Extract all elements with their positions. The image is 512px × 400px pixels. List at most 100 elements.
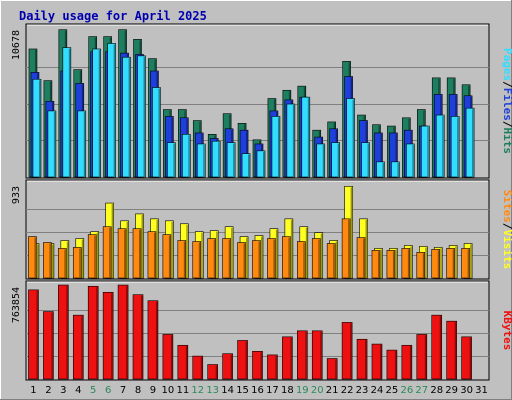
bar-sites-17 <box>267 238 276 279</box>
bar-sites-9 <box>147 231 157 279</box>
panel-kbytes: 763854 KBytes <box>11 280 512 381</box>
x-tick-label: 5 <box>90 385 96 396</box>
x-tick-label: 31 <box>475 385 488 396</box>
bar-pages-17 <box>271 116 281 178</box>
legend-entry: / <box>501 121 512 128</box>
bar-kbytes-11 <box>177 344 189 380</box>
bar-pages-29 <box>450 116 460 178</box>
bar-pages-28 <box>435 114 445 178</box>
bar-kbytes-14 <box>222 353 233 380</box>
x-tick-label: 25 <box>386 385 399 396</box>
y-max-label: 933 <box>11 186 22 204</box>
bar-kbytes-4 <box>72 314 84 380</box>
bar-pages-9 <box>152 87 161 178</box>
bar-sites-7 <box>117 228 127 279</box>
x-tick-label: 2 <box>45 385 51 396</box>
bar-sites-8 <box>132 228 142 279</box>
bar-sites-29 <box>446 248 455 279</box>
bar-pages-11 <box>182 134 191 178</box>
bar-sites-25 <box>386 250 396 279</box>
bar-kbytes-8 <box>132 294 144 380</box>
bar-pages-4 <box>77 110 87 178</box>
x-tick-label: 27 <box>415 385 428 396</box>
bar-kbytes-10 <box>162 334 174 380</box>
x-tick-label: 4 <box>75 385 81 396</box>
bar-pages-8 <box>137 55 146 178</box>
bar-pages-23 <box>361 142 370 178</box>
bar-kbytes-19 <box>297 330 308 380</box>
bar-kbytes-2 <box>43 311 54 380</box>
bar-kbytes-12 <box>192 355 204 380</box>
y-max-label: 763854 <box>11 287 22 323</box>
bar-kbytes-13 <box>207 364 218 380</box>
panels: 10678Pages/Files/Hits933Sites/Visits7638… <box>11 23 512 381</box>
bar-kbytes-23 <box>356 338 368 380</box>
bar-sites-4 <box>72 247 82 279</box>
x-tick-label: 15 <box>236 385 249 396</box>
bar-pages-22 <box>346 98 355 178</box>
bar-kbytes-9 <box>147 300 159 380</box>
bar-kbytes-1 <box>28 289 39 380</box>
legend-entry: Hits <box>501 128 512 155</box>
bar-kbytes-16 <box>252 350 263 380</box>
y-max-label: 10678 <box>11 30 22 60</box>
bar-pages-27 <box>420 125 430 178</box>
legend-entry: / <box>501 223 512 230</box>
bar-pages-30 <box>465 107 475 178</box>
bar-sites-28 <box>431 249 441 279</box>
series-legend: Pages/Files/Hits <box>501 48 512 154</box>
x-tick-label: 6 <box>105 385 111 396</box>
bar-sites-24 <box>371 250 381 279</box>
bar-pages-10 <box>167 142 176 178</box>
bar-pages-7 <box>122 56 131 178</box>
bar-pages-20 <box>316 143 326 178</box>
bar-kbytes-26 <box>401 344 413 380</box>
bar-kbytes-22 <box>341 322 353 380</box>
bar-sites-15 <box>237 242 246 279</box>
bar-pages-14 <box>226 142 236 178</box>
x-tick-label: 14 <box>221 385 234 396</box>
panel-visits-sites: 933 Sites/Visits <box>11 179 512 280</box>
x-tick-label: 17 <box>266 385 279 396</box>
x-axis: 1 2 3 4 5 6 7 8 9 10 11 12 13 14 15 16 17 18 19 20 21 22 23 24 2… <box>30 385 488 396</box>
bar-pages-18 <box>286 103 296 178</box>
bar-sites-16 <box>252 240 261 279</box>
bar-kbytes-15 <box>237 340 248 380</box>
bar-pages-24 <box>376 161 385 178</box>
x-tick-label: 1 <box>30 385 36 396</box>
panel-hits-files-pages: 10678 Pages/Files/Hits <box>11 23 512 179</box>
x-tick-label: 23 <box>356 385 369 396</box>
bar-pages-5 <box>92 48 102 178</box>
x-tick-label: 11 <box>176 385 189 396</box>
bars <box>28 29 475 178</box>
legend-entry: Files <box>501 88 512 121</box>
bar-kbytes-3 <box>58 284 69 380</box>
bar-sites-13 <box>207 238 216 279</box>
legend-entry: / <box>501 81 512 88</box>
bars <box>28 284 472 380</box>
x-tick-label: 22 <box>341 385 354 396</box>
bar-sites-21 <box>326 243 336 279</box>
bar-pages-26 <box>406 143 415 178</box>
x-tick-label: 13 <box>206 385 219 396</box>
x-tick-label: 8 <box>135 385 141 396</box>
bar-kbytes-21 <box>326 358 338 380</box>
bar-sites-10 <box>162 234 172 279</box>
x-tick-label: 9 <box>150 385 156 396</box>
bar-kbytes-25 <box>386 349 398 380</box>
bar-sites-6 <box>102 226 112 279</box>
bars <box>28 185 473 279</box>
bar-kbytes-6 <box>102 291 114 380</box>
bar-pages-12 <box>196 143 206 178</box>
x-tick-label: 3 <box>60 385 66 396</box>
x-tick-label: 21 <box>326 385 339 396</box>
x-tick-label: 12 <box>191 385 204 396</box>
bar-kbytes-27 <box>416 334 428 380</box>
bar-pages-16 <box>256 150 266 178</box>
bar-pages-21 <box>331 142 340 178</box>
bar-sites-3 <box>58 248 67 279</box>
bar-kbytes-17 <box>267 354 278 380</box>
bar-sites-23 <box>356 237 366 279</box>
bar-kbytes-29 <box>446 320 457 380</box>
